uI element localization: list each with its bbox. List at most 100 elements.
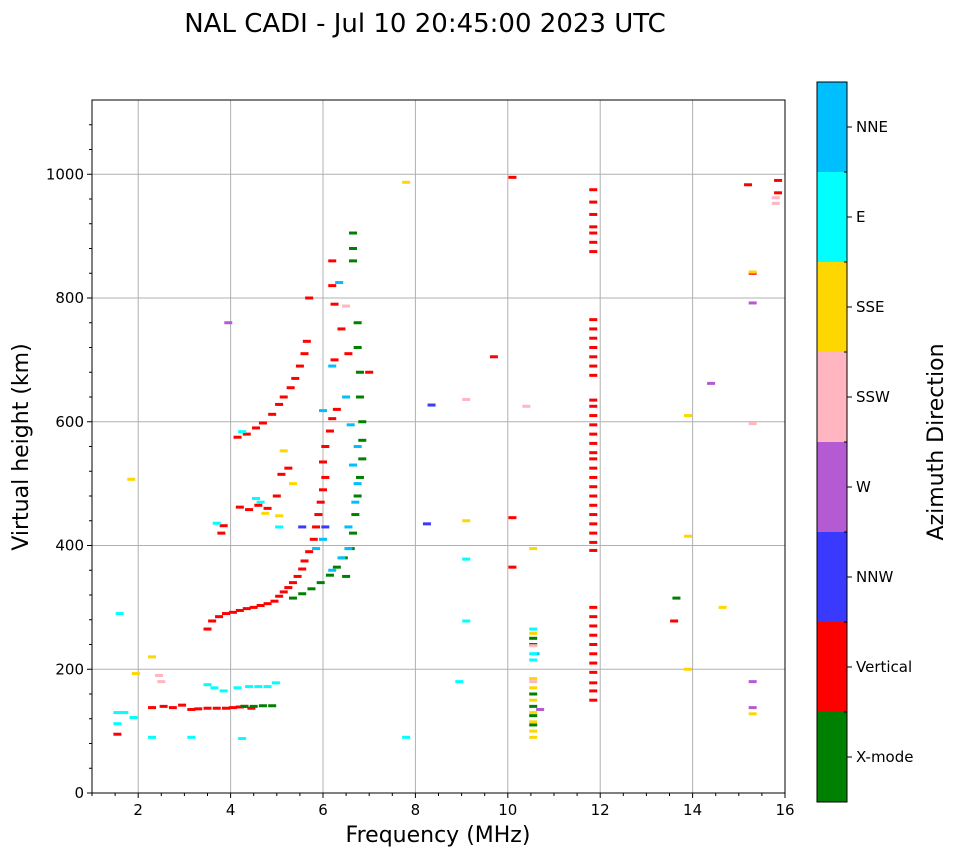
data-point: [427, 403, 436, 407]
colorbar-label-x-mode: X-mode: [856, 748, 913, 766]
data-point: [744, 183, 753, 187]
data-point: [270, 599, 279, 603]
data-point: [288, 581, 297, 585]
data-point: [242, 432, 251, 436]
data-point: [321, 525, 330, 529]
data-point: [298, 592, 307, 596]
data-point: [349, 531, 358, 535]
data-point: [325, 429, 334, 433]
data-point: [312, 525, 321, 529]
x-tick-label: 12: [591, 801, 610, 819]
data-point: [271, 681, 280, 685]
data-point: [358, 420, 367, 424]
data-point: [328, 259, 337, 263]
data-point: [774, 178, 783, 182]
data-point: [148, 655, 157, 659]
data-point: [589, 513, 598, 517]
data-point: [529, 729, 538, 733]
data-point: [589, 670, 598, 674]
data-point: [771, 201, 780, 205]
colorbar-label-nne: NNE: [856, 118, 888, 136]
data-point: [268, 704, 277, 708]
y-axis-label: Virtual height (km): [9, 343, 34, 550]
colorbar-label-sse: SSE: [856, 298, 885, 316]
data-point: [240, 704, 249, 708]
data-point: [279, 590, 288, 594]
data-point: [252, 426, 261, 430]
data-point: [589, 364, 598, 368]
data-point: [748, 422, 757, 426]
data-point: [221, 706, 230, 710]
data-point: [300, 352, 309, 356]
data-point: [342, 574, 351, 578]
data-point: [355, 475, 364, 479]
data-point: [589, 475, 598, 479]
colorbar-label: Azimuth Direction: [924, 343, 949, 540]
data-point: [298, 525, 307, 529]
data-point: [330, 302, 339, 306]
data-point: [529, 720, 538, 724]
x-axis-ticks: 2 4 6 8 10 12 14 16: [91, 793, 795, 819]
data-point: [529, 735, 538, 739]
data-point: [309, 537, 318, 541]
data-point: [529, 723, 538, 727]
data-point: [529, 711, 538, 715]
data-point: [349, 259, 358, 263]
data-point: [589, 240, 598, 244]
data-point: [589, 457, 598, 461]
colorbar-swatch-vertical: [817, 622, 847, 712]
data-point: [228, 610, 237, 614]
data-point: [279, 449, 288, 453]
data-point: [529, 677, 538, 681]
data-point: [344, 525, 353, 529]
y-tick-label: 200: [55, 660, 84, 678]
data-point: [219, 524, 228, 528]
data-point: [589, 336, 598, 340]
data-point: [261, 511, 270, 515]
data-point: [242, 607, 251, 611]
data-point: [159, 704, 168, 708]
data-point: [589, 689, 598, 693]
data-point: [355, 395, 364, 399]
data-point: [319, 537, 327, 541]
data-point: [300, 559, 309, 563]
plot-marks: [113, 175, 783, 741]
data-point: [342, 304, 351, 308]
data-point: [314, 513, 323, 517]
data-point: [529, 636, 538, 640]
y-tick-label: 0: [74, 784, 84, 802]
data-point: [748, 680, 757, 684]
data-point: [462, 519, 471, 523]
data-point: [187, 707, 196, 711]
data-point: [589, 346, 598, 349]
data-point: [589, 698, 598, 702]
data-point: [328, 364, 337, 368]
data-point: [589, 605, 598, 609]
data-point: [349, 463, 358, 467]
data-point: [508, 516, 517, 520]
data-point: [589, 398, 598, 402]
data-point: [275, 525, 284, 529]
data-point: [529, 631, 538, 635]
data-point: [215, 615, 224, 619]
data-point: [589, 231, 598, 235]
data-point: [275, 402, 284, 406]
colorbar-frame: [816, 81, 848, 803]
data-point: [589, 327, 598, 331]
data-point: [402, 180, 411, 184]
data-point: [589, 373, 598, 377]
data-point: [328, 417, 337, 421]
data-point: [589, 250, 598, 254]
x-tick-label: 10: [498, 801, 517, 819]
data-point: [268, 412, 277, 416]
data-point: [353, 346, 362, 349]
data-point: [489, 355, 498, 359]
y-axis-ticks: 0 200 400 600 800 1000: [46, 124, 92, 802]
data-point: [353, 494, 362, 498]
data-point: [235, 705, 244, 709]
data-point: [462, 619, 471, 623]
data-point: [221, 612, 230, 616]
chart-title: NAL CADI - Jul 10 20:45:00 2023 UTC: [184, 9, 666, 39]
data-point: [353, 445, 362, 448]
